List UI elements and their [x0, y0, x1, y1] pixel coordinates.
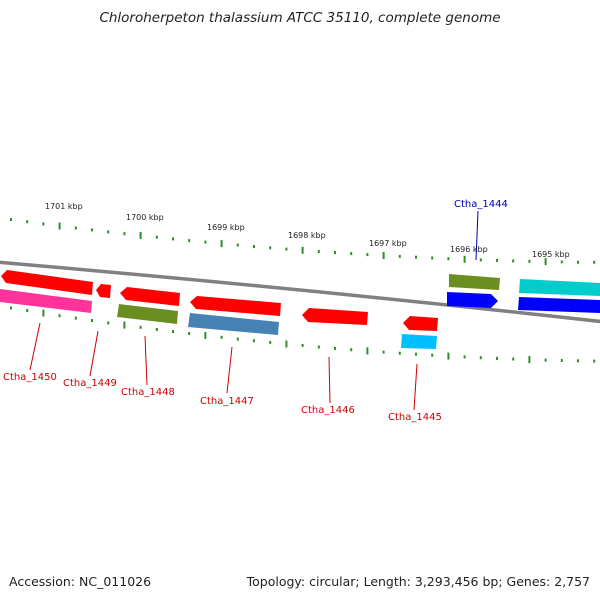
gene-arrow[interactable] — [1, 270, 93, 295]
gene-label[interactable]: Ctha_1447 — [200, 396, 254, 407]
map-title: Chloroherpeton thalassium ATCC 35110, co… — [99, 10, 501, 26]
gene-label[interactable]: Ctha_1445 — [388, 412, 442, 423]
gene-label[interactable]: Ctha_1446 — [301, 405, 355, 416]
gene-arrow[interactable] — [403, 316, 438, 331]
scale-label: 1695 kbp — [532, 250, 570, 259]
scale-label: 1698 kbp — [288, 231, 326, 240]
forward-strand-genes — [447, 292, 600, 313]
outer-scale-ticks — [10, 218, 596, 266]
scale-labels: 1701 kbp 1700 kbp 1699 kbp 1698 kbp 1697… — [45, 202, 570, 259]
gene-arrow[interactable] — [190, 296, 281, 316]
gene-arrow[interactable] — [447, 292, 498, 308]
gene-product-bar[interactable] — [449, 274, 500, 290]
scale-label: 1700 kbp — [126, 213, 164, 222]
scale-label: 1701 kbp — [45, 202, 83, 211]
accession-text: Accession: NC_011026 — [9, 574, 152, 589]
gene-product-bar[interactable] — [188, 313, 279, 335]
scale-label: 1699 kbp — [207, 223, 245, 232]
gene-product-bars — [0, 274, 600, 349]
gene-product-bar[interactable] — [117, 304, 178, 324]
gene-arrow[interactable] — [518, 297, 600, 313]
label-leader-line — [413, 363, 418, 411]
label-leader-line — [475, 210, 479, 261]
gene-product-bar[interactable] — [401, 334, 437, 349]
label-leader-line — [29, 322, 41, 371]
gene-arrow[interactable] — [96, 284, 111, 298]
label-leader-line — [226, 346, 233, 394]
label-leader-line — [144, 335, 148, 386]
gene-product-bar[interactable] — [519, 279, 600, 296]
genome-backbone — [0, 260, 600, 324]
label-leader-line — [89, 330, 99, 377]
gene-label[interactable]: Ctha_1450 — [3, 372, 57, 383]
scale-label: 1696 kbp — [450, 245, 488, 254]
genome-summary-text: Topology: circular; Length: 3,293,456 bp… — [246, 574, 590, 589]
inner-scale-ticks — [10, 306, 596, 364]
gene-labels: Ctha_1450 Ctha_1449 Ctha_1448 Ctha_1447 … — [3, 199, 508, 423]
reverse-strand-genes — [1, 270, 438, 331]
gene-product-bar[interactable] — [0, 289, 92, 313]
scale-label: 1697 kbp — [369, 239, 407, 248]
gene-arrow[interactable] — [120, 287, 180, 306]
label-leader-line — [328, 356, 331, 404]
gene-label[interactable]: Ctha_1449 — [63, 378, 117, 389]
gene-label[interactable]: Ctha_1448 — [121, 387, 175, 398]
gene-label[interactable]: Ctha_1444 — [454, 199, 508, 210]
gene-arrow[interactable] — [302, 308, 368, 325]
